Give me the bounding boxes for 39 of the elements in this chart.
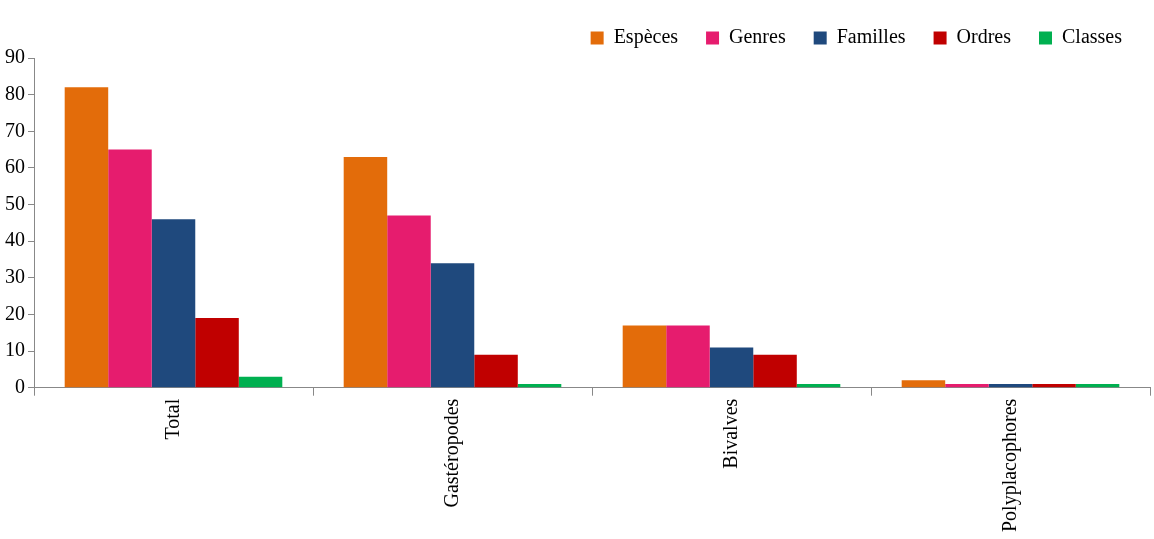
bar xyxy=(988,384,1033,388)
bar xyxy=(753,354,797,388)
y-tick-label: 60 xyxy=(5,155,25,178)
x-tick-label: Total xyxy=(160,398,183,440)
legend-label: Genres xyxy=(729,25,786,48)
legend-label: Classes xyxy=(1062,25,1123,48)
bar xyxy=(666,325,710,388)
bar xyxy=(517,384,562,388)
x-tick-label: Bivalves xyxy=(718,398,741,469)
y-tick-label: 80 xyxy=(5,81,25,104)
bar xyxy=(796,384,841,388)
x-tick-label: Gastéropodes xyxy=(439,398,463,508)
bar xyxy=(901,380,946,388)
legend-label: Familles xyxy=(836,25,906,48)
y-tick-label: 90 xyxy=(5,45,25,68)
bar xyxy=(622,325,667,388)
bar xyxy=(64,87,109,388)
legend-label: Espèces xyxy=(613,25,679,49)
y-tick-label: 20 xyxy=(5,301,25,324)
x-tick-label: Polyplacophores xyxy=(997,398,1021,532)
bar xyxy=(1032,384,1076,388)
y-tick-label: 10 xyxy=(5,338,25,361)
bar xyxy=(238,376,283,388)
y-tick-label: 30 xyxy=(5,265,25,288)
bar xyxy=(387,215,431,388)
bar xyxy=(108,149,152,388)
bar xyxy=(151,219,196,388)
bar xyxy=(343,156,388,388)
bar xyxy=(945,384,989,388)
bar xyxy=(474,354,518,388)
bar xyxy=(1075,384,1120,388)
legend-label: Ordres xyxy=(956,25,1012,48)
y-tick-label: 0 xyxy=(15,374,25,397)
bar xyxy=(709,347,754,388)
bar xyxy=(430,263,475,388)
y-tick-label: 50 xyxy=(5,191,25,214)
bar xyxy=(195,318,239,388)
y-tick-label: 40 xyxy=(5,228,25,251)
y-tick-label: 70 xyxy=(5,118,25,141)
